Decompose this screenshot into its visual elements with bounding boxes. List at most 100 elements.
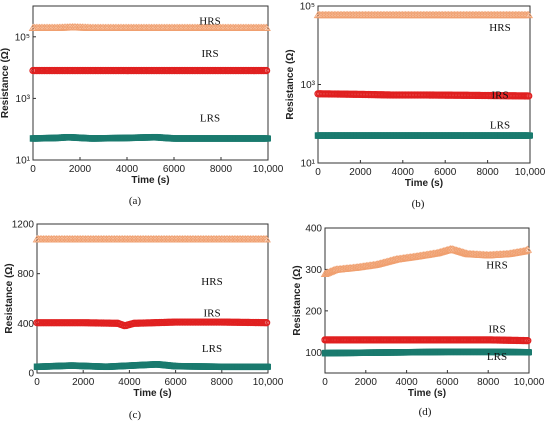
x-tick-label: 4000 [395, 377, 418, 388]
data-point-lrs [172, 363, 179, 370]
x-tick-label: 8000 [210, 164, 233, 175]
chart-panel-b: 0 2000 4000 6000 8000 10,000 10¹ 10³ 10⁵ Time (s)… [285, 2, 546, 211]
data-point-lrs [65, 134, 72, 141]
x-tick-label: 6000 [434, 167, 457, 178]
data-point-hrs [522, 246, 531, 254]
series-lrs [321, 348, 532, 357]
data-point-lrs [265, 363, 271, 370]
y-tick-label: 400 [17, 319, 34, 330]
series-annotation-lrs: LRS [490, 119, 510, 131]
x-tick-label: 0 [34, 377, 40, 388]
x-axis-label: Time (s) [408, 388, 446, 399]
data-point-hrs [262, 23, 271, 31]
x-tick-label: 10,000 [253, 377, 284, 388]
plot-frame [324, 227, 530, 374]
series-annotation-hrs: HRS [489, 22, 510, 34]
x-tick-label: 6000 [436, 377, 459, 388]
data-point-lrs [526, 349, 532, 356]
series-hrs [313, 10, 534, 19]
plot-frame [36, 223, 269, 374]
y-axis-label: Resistance (Ω) [285, 49, 296, 119]
x-axis-label: Time (s) [133, 388, 171, 399]
data-point-lrs [315, 132, 321, 139]
series-hrs [320, 245, 533, 278]
x-axis-label: Time (s) [405, 178, 443, 189]
y-tick-label: 100 [305, 348, 322, 359]
panel-label: (c) [129, 409, 142, 421]
series-annotation-irs: IRS [201, 48, 218, 60]
series-lrs [33, 361, 271, 371]
x-tick-label: 0 [315, 167, 321, 178]
x-tick-label: 10,000 [515, 167, 546, 178]
x-tick-label: 0 [322, 377, 328, 388]
series-lrs [314, 132, 533, 139]
x-tick-label: 8000 [477, 377, 500, 388]
y-tick-label: 200 [305, 306, 322, 317]
x-tick-label: 4000 [118, 377, 141, 388]
x-tick-label: 2000 [72, 377, 95, 388]
x-tick-label: 8000 [211, 377, 234, 388]
panel-label: (a) [129, 195, 142, 207]
data-point-lrs [362, 349, 369, 356]
x-tick-label: 2000 [69, 164, 92, 175]
series-annotation-lrs: LRS [202, 343, 222, 355]
data-point-lrs [527, 132, 533, 139]
series-annotation-lrs: LRS [200, 113, 220, 125]
data-point-lrs [88, 135, 95, 142]
data-point-irs [262, 66, 271, 75]
data-point-lrs [171, 135, 177, 142]
data-point-hrs [524, 10, 534, 19]
y-tick-label: 10¹ [16, 156, 31, 167]
series-irs [321, 336, 532, 345]
x-tick-label: 6000 [163, 164, 186, 175]
data-point-lrs [322, 350, 328, 357]
data-point-lrs [484, 132, 491, 139]
series-annotation-hrs: HRS [201, 276, 222, 288]
series-annotation-irs: IRS [488, 323, 505, 335]
y-tick-label: 0 [28, 369, 34, 380]
data-point-lrs [103, 363, 110, 370]
chart-panel-c: 0 2000 4000 6000 8000 10,000 0 400 800 1200 Time (… [4, 220, 284, 422]
data-point-lrs [399, 132, 406, 139]
plot-frame [32, 5, 269, 161]
data-point-lrs [34, 363, 40, 370]
y-tick-label: 10⁵ [15, 32, 30, 43]
x-axis-label: Time (s) [131, 175, 169, 186]
data-point-lrs [68, 362, 75, 369]
series-hrs [28, 23, 271, 31]
panel-label: (b) [412, 198, 425, 210]
chart-panel-a: 0 2000 4000 6000 8000 10,000 10¹ 10³ 10⁵ Time (s)… [0, 5, 284, 207]
x-tick-label: 10,000 [514, 377, 545, 388]
y-tick-label: 10³ [16, 94, 31, 105]
series-hrs [32, 235, 271, 243]
data-point-irs [525, 92, 533, 100]
data-point-irs [262, 319, 271, 327]
data-point-lrs [53, 134, 60, 141]
panel-label: (d) [419, 406, 432, 418]
data-point-lrs [485, 348, 492, 355]
data-point-lrs [444, 348, 451, 355]
series-irs [314, 90, 533, 100]
x-tick-label: 8000 [476, 167, 499, 178]
series-irs [29, 66, 271, 75]
x-tick-label: 4000 [392, 167, 415, 178]
chart-panel-d: 0 2000 4000 6000 8000 10,000 100 200 300 400 Time … [292, 224, 545, 419]
series-irs [33, 318, 271, 330]
series-annotation-hrs: HRS [486, 260, 507, 272]
data-point-lrs [124, 134, 130, 141]
series-annotation-irs: IRS [491, 90, 508, 102]
data-point-irs [524, 337, 532, 345]
series-annotation-hrs: HRS [199, 15, 220, 27]
series-annotation-lrs: LRS [487, 351, 507, 363]
data-point-lrs [265, 135, 271, 142]
y-tick-label: 300 [305, 265, 322, 276]
y-tick-label: 400 [305, 224, 322, 235]
series-lrs [29, 133, 271, 142]
data-point-lrs [403, 349, 410, 356]
series-annotation-irs: IRS [203, 307, 220, 319]
data-point-hrs [520, 246, 530, 255]
data-point-lrs [218, 363, 225, 370]
y-axis-label: Resistance (Ω) [0, 48, 11, 118]
x-tick-label: 0 [30, 164, 36, 175]
